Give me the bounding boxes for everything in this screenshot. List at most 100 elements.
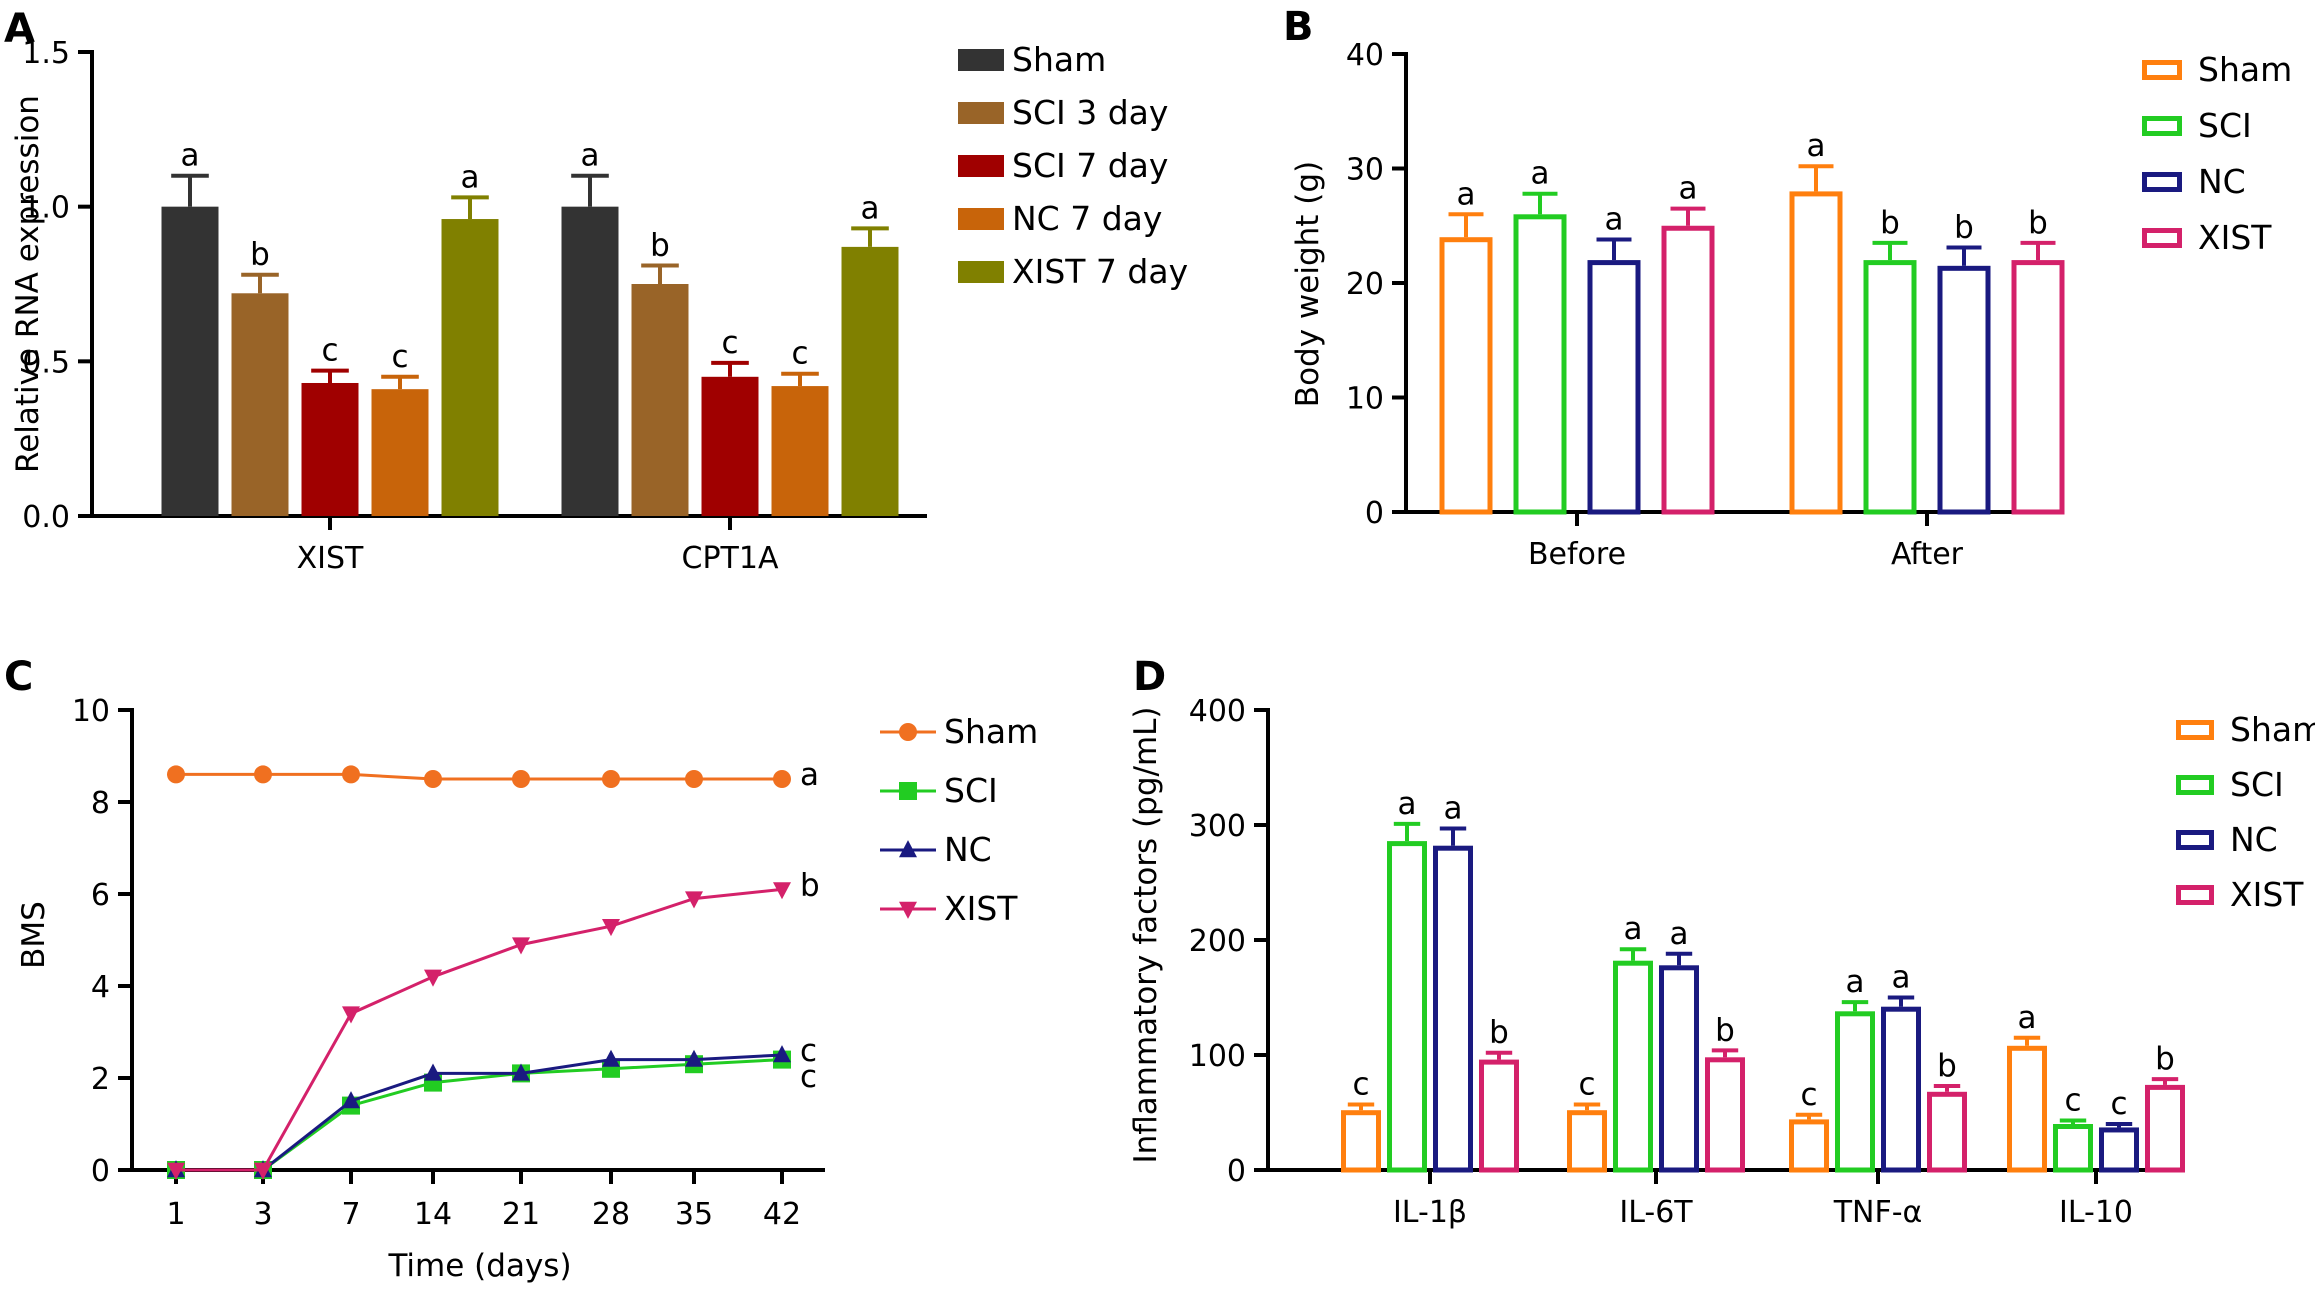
data-point	[424, 770, 442, 788]
x-tick-label: IL-6T	[1619, 1195, 1693, 1230]
legend-label: Sham	[1012, 40, 1106, 79]
data-point	[773, 1045, 791, 1063]
legend-swatch	[2176, 830, 2214, 850]
y-tick-label: 300	[1189, 809, 1246, 844]
data-point	[899, 723, 917, 741]
significance-label: a	[1807, 128, 1826, 164]
significance-label: c	[1800, 1077, 1817, 1113]
significance-label: b	[1880, 205, 1900, 241]
series-line	[176, 887, 783, 1172]
x-tick-label: Before	[1528, 537, 1626, 572]
y-tick-label: 10	[72, 694, 110, 729]
x-tick-label: 28	[592, 1197, 630, 1232]
significance-label: a	[181, 138, 200, 174]
legend-swatch	[958, 102, 1004, 124]
legend-label: SCI	[2230, 765, 2284, 804]
x-axis-title: Time (days)	[387, 1248, 571, 1284]
y-tick-label: 100	[1189, 1039, 1246, 1074]
bar	[1439, 237, 1493, 515]
legend-label: NC 7 day	[1012, 199, 1162, 238]
legend-swatch	[2176, 720, 2214, 740]
significance-label: c	[791, 336, 808, 372]
legend-swatch	[2176, 885, 2214, 905]
series-line	[176, 1053, 783, 1172]
bar	[1387, 841, 1427, 1173]
significance-label: a	[1605, 201, 1624, 237]
y-axis-title: BMS	[16, 901, 52, 969]
legend-swatch	[2142, 60, 2182, 80]
significance-label: c	[721, 325, 738, 361]
y-tick-label: 0.0	[22, 500, 70, 535]
x-tick-label: 7	[341, 1197, 360, 1232]
y-tick-label: 1.5	[22, 36, 70, 71]
bar	[1835, 1011, 1875, 1173]
legend-label: Sham	[2198, 50, 2292, 89]
bar	[2053, 1124, 2093, 1173]
bar	[2145, 1084, 2185, 1173]
significance-label: a	[1531, 156, 1550, 192]
bar	[231, 293, 289, 516]
legend-label: SCI 3 day	[1012, 93, 1168, 132]
significance-label: b	[650, 227, 670, 263]
significance-label: a	[1624, 911, 1643, 947]
series-line	[176, 1058, 783, 1172]
data-point	[685, 770, 703, 788]
significance-label: a	[581, 138, 600, 174]
panel-b: 0 10 20 30 40 Body weight (g) Before a a a a After a…	[1290, 38, 2292, 572]
legend-label: XIST	[2230, 875, 2304, 914]
panel-c: 0 2 4 6 8 10 BMS 1 3 7 14 21 28 35 42 Time (days) a b cc Sh…	[16, 694, 1038, 1284]
bar	[1937, 265, 1991, 515]
data-point	[685, 891, 703, 909]
significance-label: a	[1398, 786, 1417, 822]
data-point	[342, 765, 360, 784]
panel-d: 0 100 200 300 400 Inflammatory factors (pg/mL…	[1128, 694, 2315, 1230]
data-point	[899, 901, 917, 919]
significance-label: c	[2064, 1083, 2081, 1119]
bar	[561, 206, 619, 516]
legend-label: XIST	[2198, 218, 2272, 257]
bar	[1705, 1057, 1745, 1173]
legend-swatch	[2142, 228, 2182, 248]
significance-label: a	[1444, 790, 1463, 826]
significance-label: b	[1954, 210, 1974, 246]
y-tick-label: 400	[1189, 694, 1246, 729]
bar	[1341, 1110, 1381, 1173]
series-line	[176, 772, 782, 781]
legend-swatch	[958, 155, 1004, 177]
legend-swatch	[958, 49, 1004, 71]
x-tick-label: 14	[414, 1197, 452, 1232]
y-tick-label: 2	[91, 1062, 110, 1097]
significance-label: b	[250, 237, 270, 273]
panel-letter-b: B	[1283, 4, 1314, 50]
data-point	[424, 1063, 442, 1081]
significance-label: a	[1679, 171, 1698, 207]
significance-label: a	[861, 190, 880, 226]
y-tick-label: 0	[1365, 496, 1384, 531]
x-tick-label: XIST	[297, 541, 364, 576]
bar	[1479, 1059, 1519, 1173]
significance-label: a	[800, 757, 819, 793]
y-axis-title: Inflammatory factors (pg/mL)	[1128, 706, 1164, 1163]
data-point	[167, 1162, 185, 1180]
panel-letter-d: D	[1133, 654, 1166, 700]
significance-label: c	[800, 1059, 817, 1095]
data-point	[342, 1006, 360, 1024]
significance-label: b	[1937, 1048, 1957, 1084]
significance-label: a	[1670, 916, 1689, 952]
bar	[371, 389, 429, 516]
bar	[301, 382, 359, 516]
y-axis-title: Body weight (g)	[1290, 161, 1326, 407]
bar	[1881, 1006, 1921, 1173]
bar	[161, 206, 219, 516]
data-point	[899, 782, 917, 800]
bar	[441, 219, 499, 517]
data-point	[773, 882, 791, 900]
significance-label: c	[1578, 1066, 1595, 1102]
bar	[1789, 1119, 1829, 1173]
data-point	[602, 770, 620, 788]
data-point	[512, 937, 530, 955]
x-tick-label: 3	[253, 1197, 272, 1232]
bar	[1789, 191, 1843, 515]
panel-letter-a: A	[4, 6, 35, 52]
